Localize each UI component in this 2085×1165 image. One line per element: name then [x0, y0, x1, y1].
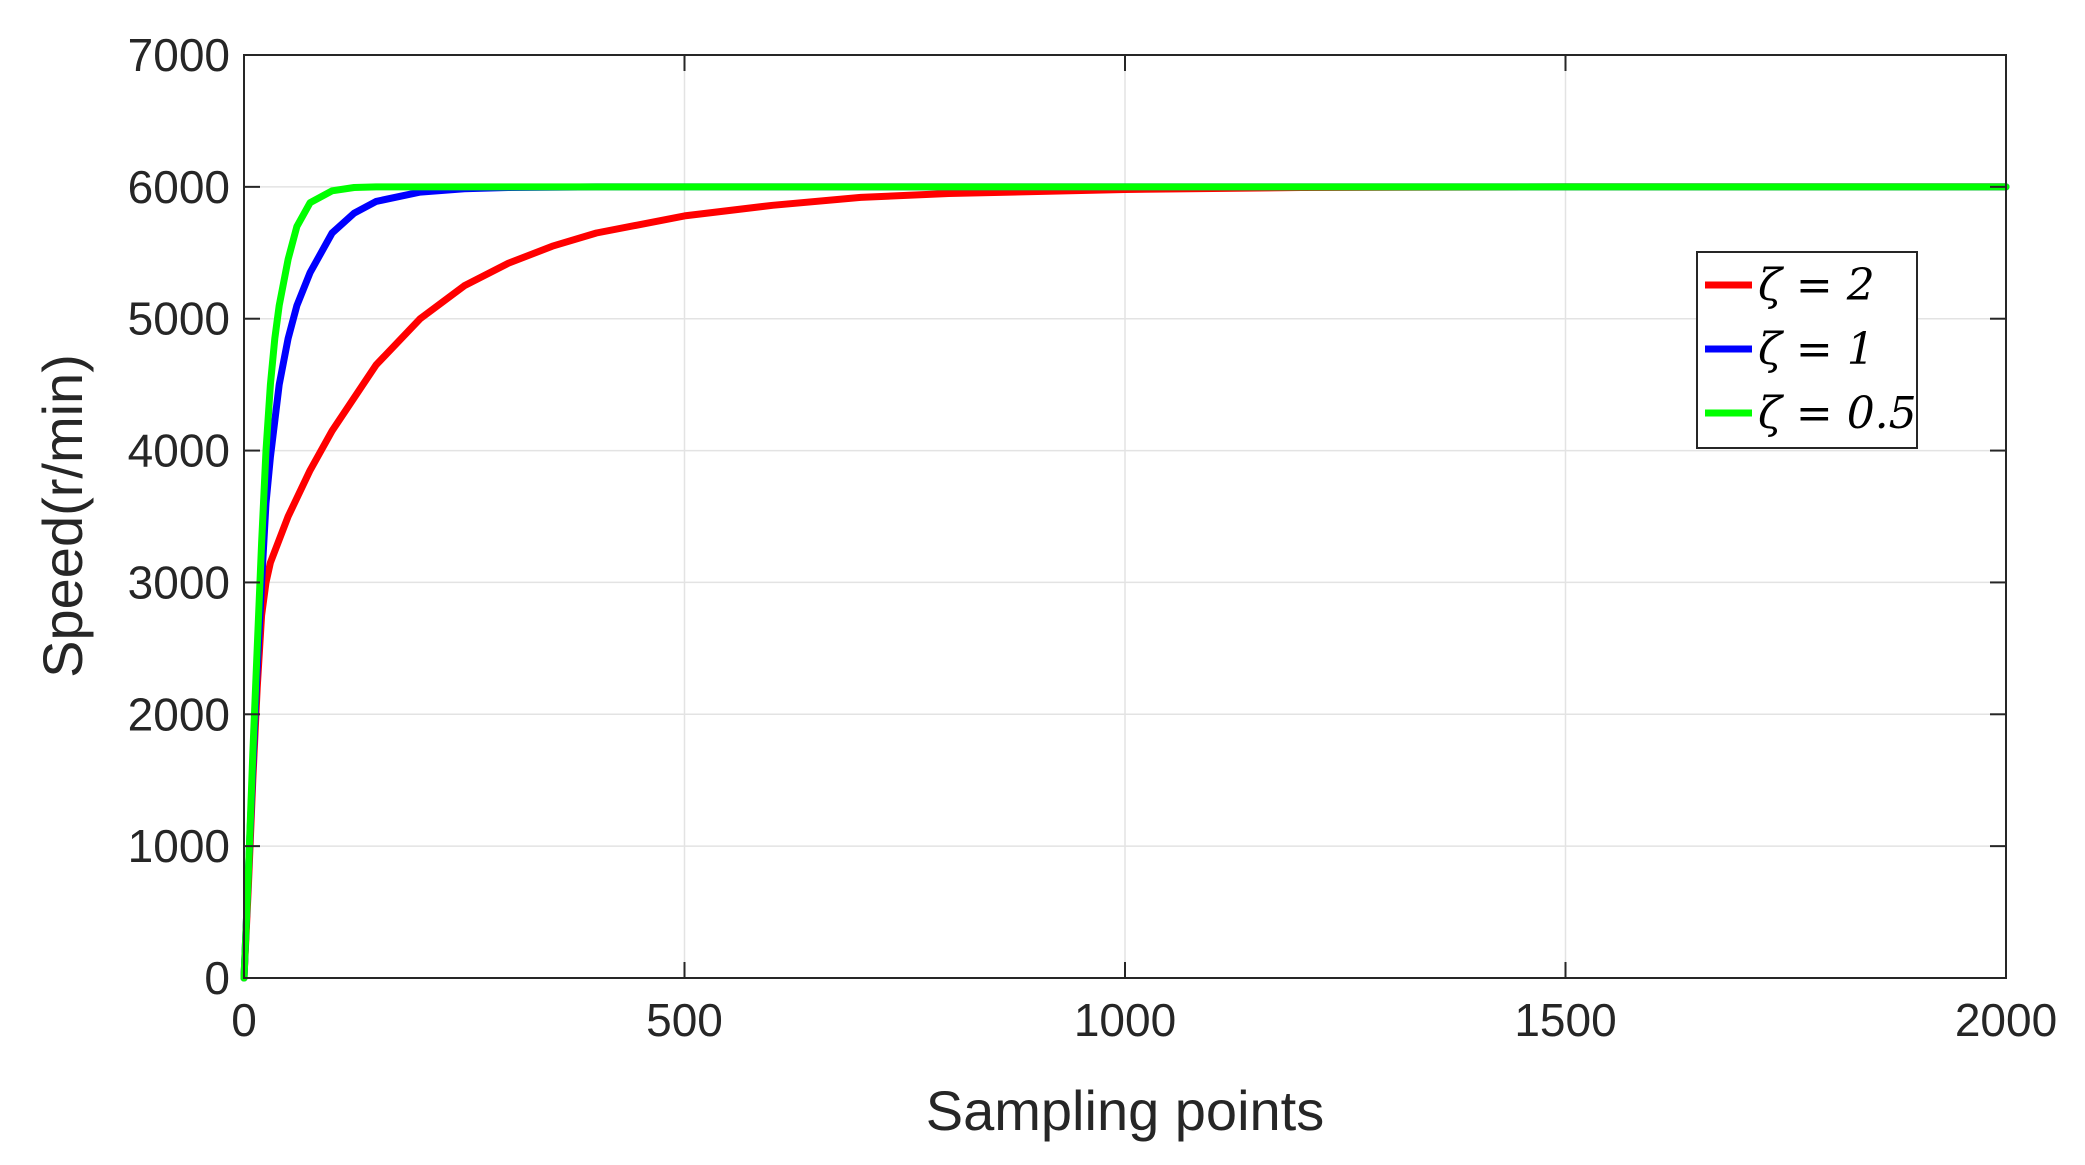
legend-label-0: ζ = 2	[1758, 260, 1875, 311]
series-line-2	[240, 183, 2010, 982]
y-tick-label: 0	[204, 952, 230, 1004]
x-tick-label: 2000	[1955, 994, 2057, 1046]
y-axis-label: Speed(r/min)	[31, 354, 94, 678]
legend: ζ = 2 ζ = 1 ζ = 0.5	[1696, 251, 1918, 449]
y-tick-label: 7000	[128, 29, 230, 81]
legend-label-1: ζ = 1	[1758, 324, 1875, 375]
x-tick-label: 1000	[1074, 994, 1176, 1046]
x-tick-labels: 0 500 1000 1500 2000	[231, 994, 2057, 1046]
y-tick-label: 4000	[128, 425, 230, 477]
x-tick-label: 1500	[1514, 994, 1616, 1046]
axis-ticks	[243, 54, 2007, 979]
y-tick-label: 3000	[128, 556, 230, 608]
y-tick-label: 6000	[128, 161, 230, 213]
x-axis-label: Sampling points	[926, 1079, 1324, 1142]
y-tick-label: 5000	[128, 293, 230, 345]
series-lines	[240, 183, 2010, 982]
y-tick-label: 2000	[128, 688, 230, 740]
y-tick-labels: 0 1000 2000 3000 4000 5000 6000 7000	[128, 29, 230, 1004]
legend-label-2: ζ = 0.5	[1758, 388, 1917, 439]
x-tick-label: 0	[231, 994, 257, 1046]
x-tick-label: 500	[646, 994, 723, 1046]
y-tick-label: 1000	[128, 820, 230, 872]
